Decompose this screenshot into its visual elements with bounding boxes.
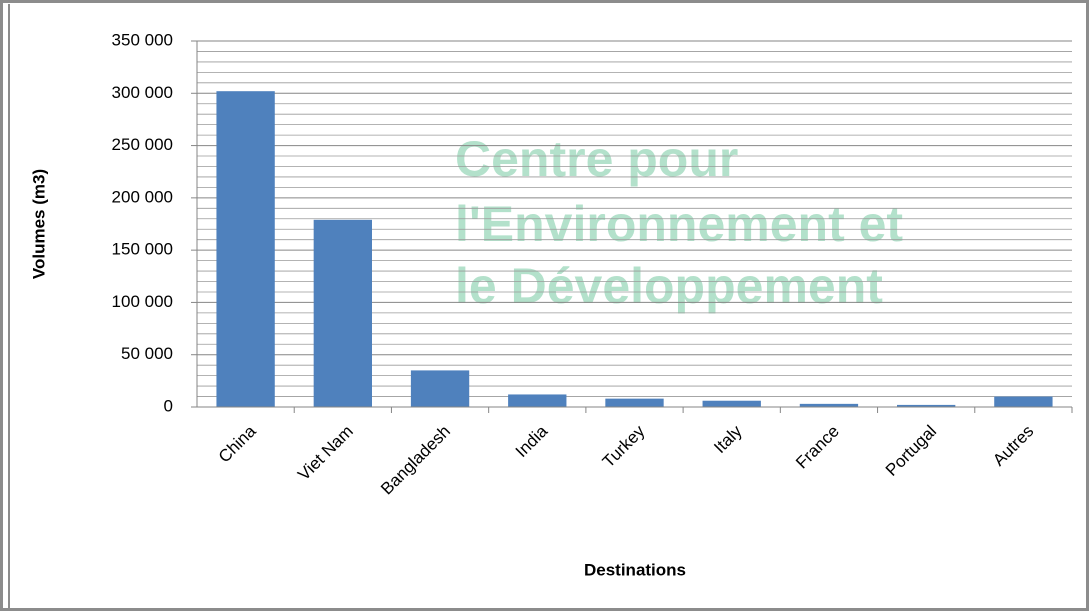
y-tick-label: 350 000 <box>112 30 173 49</box>
watermark-text: le Développement <box>455 258 883 314</box>
bar <box>994 396 1053 407</box>
y-axis-title: Volumes (m3) <box>29 169 48 279</box>
y-tick-label: 50 000 <box>121 344 173 363</box>
bar <box>508 394 567 407</box>
watermark: Centre pour l'Environnement et le Développ… <box>455 131 903 314</box>
watermark-text: Centre pour <box>455 131 738 187</box>
bar <box>313 219 372 407</box>
y-tick-label: 200 000 <box>112 187 173 206</box>
x-axis-title: Destinations <box>584 560 686 579</box>
bar <box>216 91 275 408</box>
bar <box>702 400 761 407</box>
y-tick-label: 250 000 <box>112 135 173 154</box>
watermark-text: l'Environnement et <box>455 196 903 252</box>
y-tick-label: 100 000 <box>112 292 173 311</box>
bar <box>605 398 664 407</box>
y-tick-label: 0 <box>164 396 173 415</box>
y-tick-label: 300 000 <box>112 83 173 102</box>
bar <box>799 403 859 407</box>
bar <box>410 370 470 407</box>
bar <box>897 404 956 407</box>
y-tick-label: 150 000 <box>112 240 173 259</box>
